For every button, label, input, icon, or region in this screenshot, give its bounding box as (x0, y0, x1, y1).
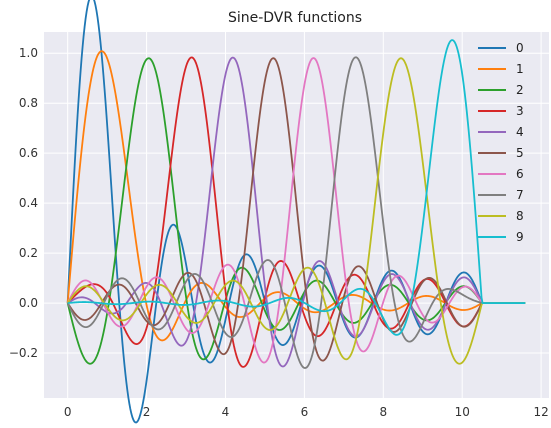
x-tick-label: 4 (222, 405, 230, 419)
chart-title: Sine-DVR functions (228, 10, 362, 26)
x-tick-label: 8 (379, 405, 387, 419)
legend-label-7: 7 (516, 188, 524, 202)
y-tick-label: 0.8 (19, 96, 38, 110)
series-line-5 (66, 57, 526, 362)
legend-label-1: 1 (516, 62, 524, 76)
y-tick-label: 0.6 (19, 146, 38, 160)
legend-label-2: 2 (516, 83, 524, 97)
series-line-9 (67, 39, 526, 336)
x-tick-label: 2 (143, 405, 151, 419)
legend-label-5: 5 (516, 146, 524, 160)
x-tick-label: 0 (64, 405, 72, 419)
y-axis-ticks: −0.2 0.0 0.2 0.4 0.6 0.8 1.0 (9, 46, 38, 360)
series-line-4 (67, 56, 526, 368)
x-tick-label: 6 (301, 405, 309, 419)
x-axis-ticks: 0 2 4 6 8 10 12 (64, 405, 549, 419)
legend-label-6: 6 (516, 167, 524, 181)
x-tick-label: 12 (533, 405, 548, 419)
legend-label-0: 0 (516, 41, 524, 55)
y-tick-label: 0.2 (19, 246, 38, 260)
legend-label-9: 9 (516, 230, 524, 244)
legend-label-4: 4 (516, 125, 524, 139)
series-lines (66, 0, 526, 424)
series-line-7 (66, 56, 526, 369)
y-tick-label: 0.4 (19, 196, 38, 210)
series-line-8 (66, 57, 526, 365)
series-line-6 (66, 57, 526, 364)
legend-label-8: 8 (516, 209, 524, 223)
legend-label-3: 3 (516, 104, 524, 118)
y-tick-label: 1.0 (19, 46, 38, 60)
y-tick-label: −0.2 (9, 346, 38, 360)
x-tick-label: 10 (455, 405, 470, 419)
legend: 0 1 2 3 4 5 6 7 8 9 (478, 41, 524, 244)
series-line-3 (67, 56, 526, 368)
y-tick-label: 0.0 (19, 296, 38, 310)
